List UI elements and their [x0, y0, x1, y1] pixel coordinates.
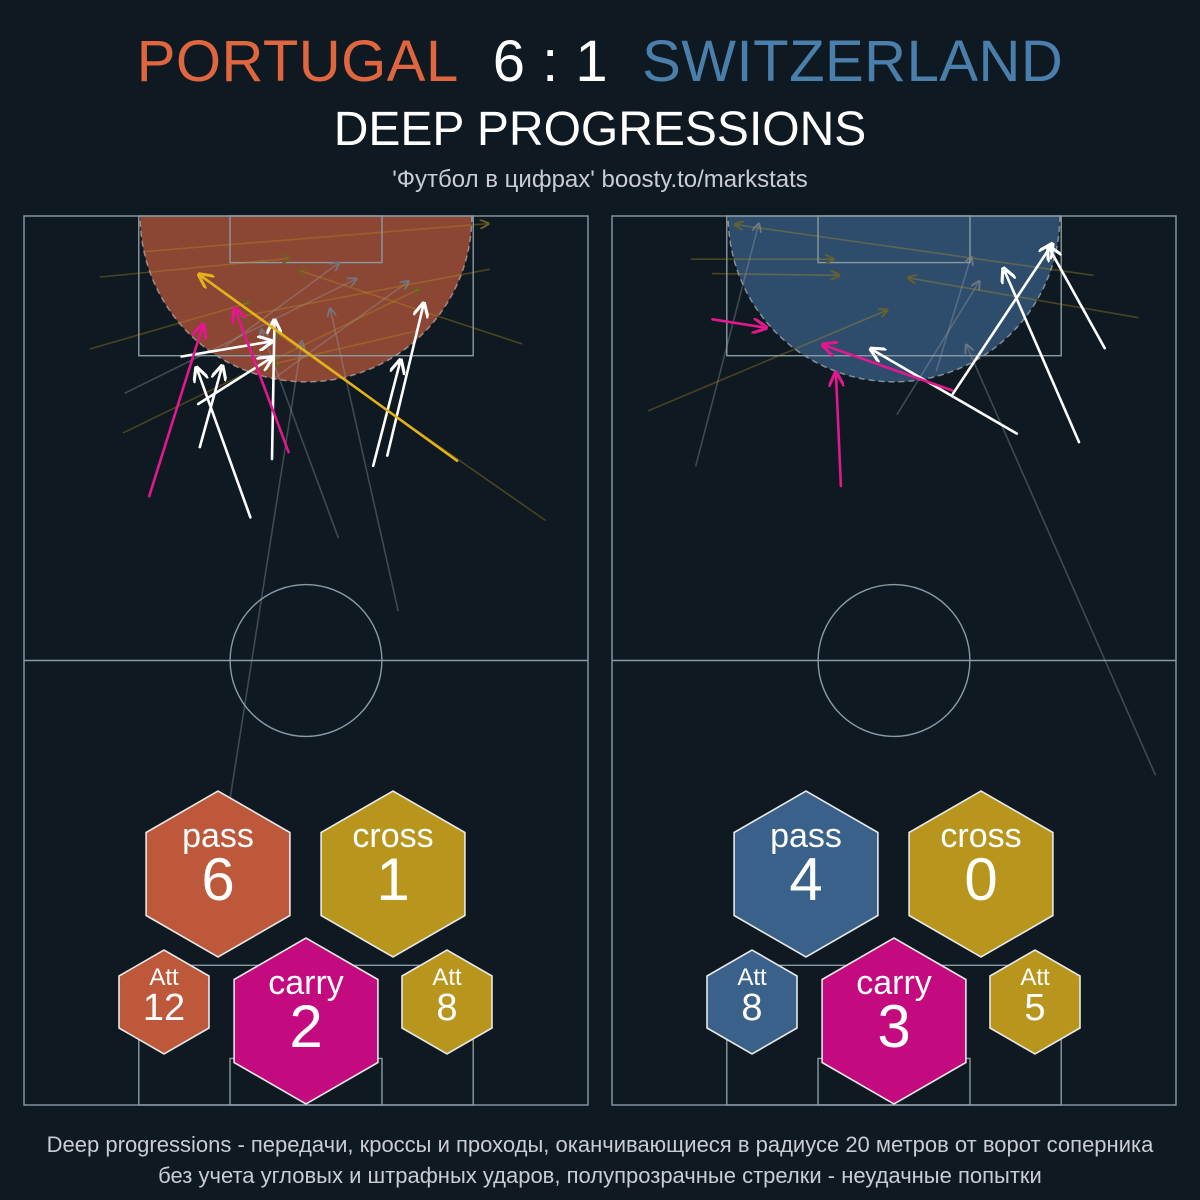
away-team-name: SWITZERLAND [642, 29, 1064, 94]
stat-value: 8 [741, 987, 762, 1029]
match-title: PORTUGAL 6 : 1 SWITZERLAND [0, 28, 1200, 95]
successful-pass-arrow [180, 341, 272, 358]
centre-circle [229, 583, 383, 738]
header: PORTUGAL 6 : 1 SWITZERLAND DEEP PROGRESS… [0, 0, 1200, 210]
failed-pass-arrow [935, 257, 971, 372]
failed-cross-arrow [735, 225, 1094, 277]
successful-pass-arrow [1048, 247, 1106, 350]
hexagon-shape [401, 949, 493, 1055]
successful-carry-arrow [147, 324, 203, 498]
stat-label: carry [856, 964, 932, 1002]
goal-zone [139, 216, 473, 383]
failed-pass-arrow [272, 281, 409, 380]
stat-label: pass [182, 817, 254, 855]
stat-label: cross [940, 817, 1021, 855]
chart-subtitle: DEEP PROGRESSIONS [333, 103, 867, 156]
failed-cross-arrow [711, 274, 839, 276]
footnote-line-2: без учета угловых и штрафных ударов, пол… [158, 1163, 1042, 1188]
footnote-line-1: Deep progressions - передачи, кроссы и п… [46, 1132, 1154, 1157]
hexagon-shape [118, 949, 210, 1055]
stat-label: Att [432, 964, 462, 991]
stat-value: 0 [964, 846, 997, 913]
hexagon-shape [233, 937, 379, 1105]
stat-label: pass [770, 817, 842, 855]
stat-label: cross [352, 817, 433, 855]
successful-carry-arrow [235, 308, 290, 454]
successful-carry-arrow [836, 373, 841, 488]
failed-cross-arrow [299, 270, 523, 345]
home-team-name: PORTUGAL [136, 29, 459, 94]
hexagon-shape [908, 790, 1054, 958]
centre-circle [817, 583, 971, 738]
failed-pass-arrow [896, 281, 979, 415]
failed-cross-arrow [908, 278, 1139, 319]
stat-value: 12 [143, 987, 185, 1029]
hexagon-shape [733, 790, 879, 958]
successful-pass-arrow [1004, 269, 1081, 444]
successful-carry-arrow [711, 319, 766, 328]
goal-zone [727, 216, 1061, 383]
six-yard-box-top [229, 215, 383, 264]
hexagon-shape [989, 949, 1081, 1055]
source-credit: 'Футбол в цифрах' boosty.to/markstats [392, 166, 808, 193]
successful-carry-arrow [823, 345, 954, 392]
hexagon-shape [145, 790, 291, 958]
stat-label: Att [737, 964, 767, 991]
match-score: 6 : 1 [492, 29, 609, 94]
stat-value: 5 [1024, 987, 1045, 1029]
six-yard-box-top [817, 215, 971, 264]
failed-pass-arrow [330, 308, 399, 612]
stat-value: 6 [201, 846, 234, 913]
failed-cross-arrow [240, 268, 491, 317]
stat-value: 1 [376, 846, 409, 913]
stat-value: 2 [289, 993, 322, 1060]
failed-cross-arrow [273, 330, 417, 364]
failed-cross-arrow [143, 224, 488, 253]
stat-label: Att [1020, 964, 1050, 991]
hexagon-shape [706, 949, 798, 1055]
successful-pass-arrow [371, 360, 400, 468]
successful-pass-arrow [871, 349, 1019, 435]
footnote: Deep progressions - передачи, кроссы и п… [0, 1129, 1200, 1191]
hexagon-shape [320, 790, 466, 958]
failed-cross-arrow [99, 258, 290, 278]
failed-pass-arrow [966, 345, 1157, 776]
stat-value: 8 [436, 987, 457, 1029]
stat-value: 3 [877, 993, 910, 1060]
successful-pass-arrow [197, 368, 252, 519]
failed-pass-arrow [694, 224, 759, 467]
failed-pass-arrow [124, 279, 356, 394]
successful-pass-arrow [385, 303, 424, 457]
failed-cross-arrow [89, 302, 250, 350]
hexagon-shape [821, 937, 967, 1105]
failed-cross-arrow [647, 310, 888, 412]
stat-value: 4 [789, 846, 822, 913]
successful-pass-arrow [951, 244, 1053, 396]
successful-pass-arrow [196, 357, 272, 406]
stat-label: carry [268, 964, 344, 1002]
stat-label: Att [149, 964, 179, 991]
